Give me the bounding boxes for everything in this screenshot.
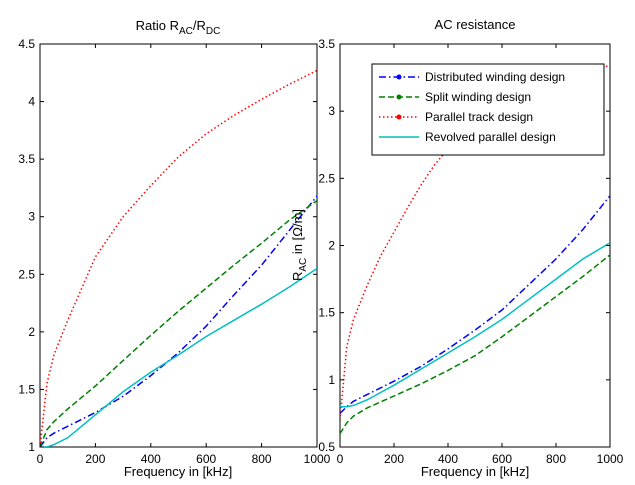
legend-label-revolved-parallel-design: Revolved parallel design <box>425 130 556 144</box>
ac-ytick-label: 2.5 <box>318 171 335 185</box>
ac-xtick-label: 600 <box>492 452 512 466</box>
ratio-chart-title: Ratio RAC/RDC <box>136 18 221 37</box>
ratio-series-revolved-parallel-design <box>40 267 317 447</box>
ac-series-revolved-parallel-design <box>340 242 610 408</box>
ratio-series-split-winding-design <box>40 199 317 447</box>
ratio-chart-axes-box <box>39 43 318 448</box>
ratio-ytick-label: 2.5 <box>18 267 35 281</box>
ratio-xtick-label: 1000 <box>304 452 331 466</box>
ratio-xtick-label: 600 <box>196 452 216 466</box>
ac-xtick-label: 200 <box>384 452 404 466</box>
ratio-ytick-label: 2 <box>28 325 35 339</box>
ac-resistance-legend: Distributed winding design Split winding … <box>371 63 605 156</box>
ratio-xtick-label: 800 <box>252 452 272 466</box>
legend-marker-distributed-winding-design <box>396 74 402 80</box>
ac-ytick-label: 3.5 <box>318 37 335 51</box>
ratio-ytick-label: 4 <box>28 95 35 109</box>
ac-series-split-winding-design <box>340 254 610 434</box>
ratio-ytick-label: 1 <box>28 440 35 454</box>
ac-xtick-label: 1000 <box>597 452 624 466</box>
legend-marker-split-winding-design <box>396 94 402 100</box>
ac-series-distributed-winding-design <box>340 195 610 414</box>
ac-resistance-chart-ylabel: RAC in [Ω/m] <box>290 209 309 281</box>
ac-resistance-chart-title: AC resistance <box>435 17 516 32</box>
ratio-chart-ticks: 0 200 400 600 800 1000 1 1.5 2 2.5 3 3.5 4 4.5 <box>18 37 330 466</box>
ratio-xtick-label: 400 <box>141 452 161 466</box>
ratio-series-parallel-track-design <box>40 69 317 447</box>
ac-xtick-label: 800 <box>546 452 566 466</box>
ac-ytick-label: 1.5 <box>318 306 335 320</box>
legend-marker-parallel-track-design <box>396 114 402 120</box>
legend-label-distributed-winding-design: Distributed winding design <box>425 70 565 84</box>
ac-resistance-chart-ticks: 0 200 400 600 800 1000 0.5 1 1.5 2 2.5 3 3.5 <box>318 37 623 466</box>
ratio-chart-series <box>40 69 317 447</box>
ac-xtick-label: 0 <box>337 452 344 466</box>
legend-label-parallel-track-design: Parallel track design <box>425 110 533 124</box>
ratio-xtick-label: 0 <box>37 452 44 466</box>
ratio-ytick-label: 4.5 <box>18 37 35 51</box>
ratio-chart: 0 200 400 600 800 1000 1 1.5 2 2.5 3 3.5 4 4.5 Ratio … <box>18 18 330 479</box>
legend-box <box>371 63 605 156</box>
ratio-series-distributed-winding-design <box>40 195 317 447</box>
ac-resistance-chart-xlabel: Frequency in [kHz] <box>421 464 529 479</box>
ac-ytick-label: 1 <box>328 373 335 387</box>
ratio-xtick-label: 200 <box>85 452 105 466</box>
ac-ytick-label: 3 <box>328 104 335 118</box>
ratio-ytick-label: 1.5 <box>18 382 35 396</box>
ratio-ytick-label: 3 <box>28 210 35 224</box>
ratio-ytick-label: 3.5 <box>18 152 35 166</box>
ratio-chart-xlabel: Frequency in [kHz] <box>124 464 232 479</box>
ac-ytick-label: 0.5 <box>318 440 335 454</box>
legend-label-split-winding-design: Split winding design <box>425 90 531 104</box>
ac-xtick-label: 400 <box>438 452 458 466</box>
ac-ytick-label: 2 <box>328 239 335 253</box>
